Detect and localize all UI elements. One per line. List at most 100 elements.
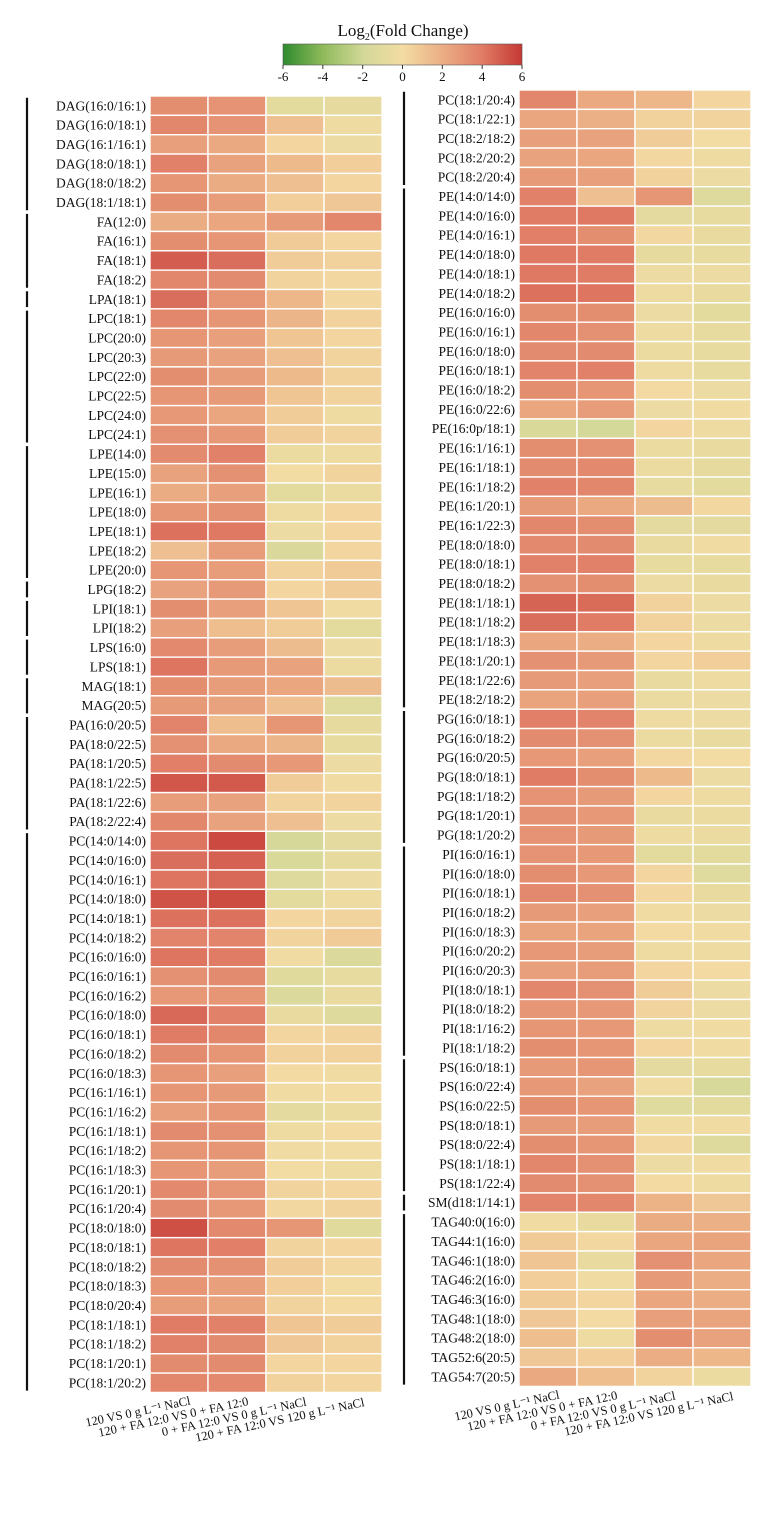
heatmap-cell xyxy=(149,966,209,987)
heatmap-cell xyxy=(634,340,694,362)
heatmap-cell xyxy=(692,515,752,536)
heatmap-cell xyxy=(149,346,209,368)
row-label: TAG46:2(16:0) xyxy=(431,1273,515,1288)
heatmap-cell xyxy=(518,1172,578,1194)
heatmap-cell xyxy=(692,1308,752,1330)
heatmap-cell xyxy=(518,631,578,652)
heatmap-cell xyxy=(265,559,325,581)
heatmap-cell xyxy=(692,379,752,401)
heatmap-cell xyxy=(518,1327,578,1349)
heatmap-cell xyxy=(634,166,694,188)
heatmap-cell xyxy=(692,244,752,265)
heatmap-cell xyxy=(149,462,209,484)
heatmap-cell xyxy=(323,482,383,504)
row-label: LPC(22:5) xyxy=(88,389,146,404)
heatmap-cell xyxy=(576,1269,636,1291)
heatmap-cell xyxy=(576,979,636,1001)
heatmap-cell xyxy=(576,650,636,672)
heatmap-cell xyxy=(576,747,636,768)
heatmap-cell xyxy=(692,534,752,556)
heatmap-cell xyxy=(634,1308,694,1330)
heatmap-cell xyxy=(518,960,578,981)
heatmap-cell xyxy=(518,650,578,672)
heatmap-cell xyxy=(576,843,636,865)
heatmap-cell xyxy=(518,456,578,478)
heatmap-cell xyxy=(576,1018,636,1039)
row-label: PC(16:0/16:0) xyxy=(69,950,146,965)
row-label: PC(18:0/18:3) xyxy=(69,1279,146,1294)
heatmap-cell xyxy=(265,811,325,833)
heatmap-cell xyxy=(518,1347,578,1368)
row-label: TAG46:1(18:0) xyxy=(431,1253,515,1268)
heatmap-cell xyxy=(323,753,383,774)
heatmap-cell xyxy=(207,462,267,484)
heatmap-cell xyxy=(323,966,383,987)
heatmap-cell xyxy=(323,540,383,562)
heatmap-cell xyxy=(518,1288,578,1310)
row-label: TAG52:6(20:5) xyxy=(431,1350,515,1365)
row-label: PC(16:0/16:1) xyxy=(69,969,146,984)
heatmap-cell xyxy=(634,1192,694,1213)
heatmap-cell xyxy=(207,1140,267,1161)
row-label: PC(18:0/18:2) xyxy=(69,1259,146,1274)
heatmap-cell xyxy=(149,308,209,329)
row-label: DAG(16:0/16:1) xyxy=(56,98,146,113)
heatmap-cell xyxy=(518,321,578,343)
heatmap-cell xyxy=(265,1372,325,1394)
row-label: PC(16:1/16:2) xyxy=(69,1104,146,1119)
heatmap-cell xyxy=(692,437,752,459)
heatmap-cell xyxy=(149,1198,209,1219)
heatmap-cell xyxy=(207,908,267,929)
heatmap-cell xyxy=(207,869,267,891)
heatmap-cell xyxy=(634,766,694,788)
heatmap-cell xyxy=(323,1004,383,1026)
heatmap-cell xyxy=(518,340,578,362)
heatmap-cell xyxy=(576,534,636,556)
row-label: PC(14:0/16:0) xyxy=(69,853,146,868)
row-label: PA(18:1/22:6) xyxy=(69,795,146,810)
heatmap-cell xyxy=(323,521,383,542)
heatmap-cell xyxy=(692,1172,752,1194)
heatmap-cell xyxy=(518,863,578,885)
row-label: PG(16:0/18:1) xyxy=(437,711,515,726)
heatmap-cell xyxy=(323,714,383,736)
row-label: PE(18:1/18:2) xyxy=(439,615,516,630)
heatmap-cell xyxy=(323,733,383,755)
heatmap-cell xyxy=(518,244,578,265)
heatmap-cell xyxy=(323,559,383,581)
heatmap-cell xyxy=(149,927,209,949)
heatmap-cell xyxy=(323,1275,383,1297)
row-label: LPE(15:0) xyxy=(89,466,146,481)
heatmap-cell xyxy=(692,456,752,478)
heatmap-cell xyxy=(634,1172,694,1194)
heatmap-cell xyxy=(265,424,325,446)
heatmap-cell xyxy=(207,211,267,233)
heatmap-cell xyxy=(634,650,694,672)
heatmap-cell xyxy=(323,675,383,697)
row-label: LPS(16:0) xyxy=(90,640,146,655)
row-label: PE(16:1/16:1) xyxy=(439,441,516,456)
heatmap-cell xyxy=(149,404,209,426)
heatmap-cell xyxy=(323,1120,383,1142)
row-label: PE(16:0/22:6) xyxy=(439,402,516,417)
heatmap-cell xyxy=(265,1217,325,1239)
heatmap-cell xyxy=(518,979,578,1001)
heatmap-cell xyxy=(149,269,209,291)
heatmap-cell xyxy=(207,772,267,794)
heatmap-cell xyxy=(576,127,636,149)
heatmap-cell xyxy=(518,418,578,440)
heatmap-cell xyxy=(692,1327,752,1349)
heatmap-cell xyxy=(265,1024,325,1045)
heatmap-cell xyxy=(576,592,636,614)
heatmap-cell xyxy=(692,902,752,923)
heatmap-cell xyxy=(518,902,578,923)
heatmap-cell xyxy=(149,830,209,852)
heatmap-cell xyxy=(634,689,694,710)
heatmap-cell xyxy=(149,1120,209,1142)
heatmap-cell xyxy=(692,631,752,652)
heatmap-cell xyxy=(207,637,267,658)
heatmap-cell xyxy=(207,1062,267,1084)
heatmap-cell xyxy=(576,186,636,207)
row-label: PE(16:0/18:2) xyxy=(439,383,516,398)
colorbar-tick-label: 0 xyxy=(399,69,406,84)
